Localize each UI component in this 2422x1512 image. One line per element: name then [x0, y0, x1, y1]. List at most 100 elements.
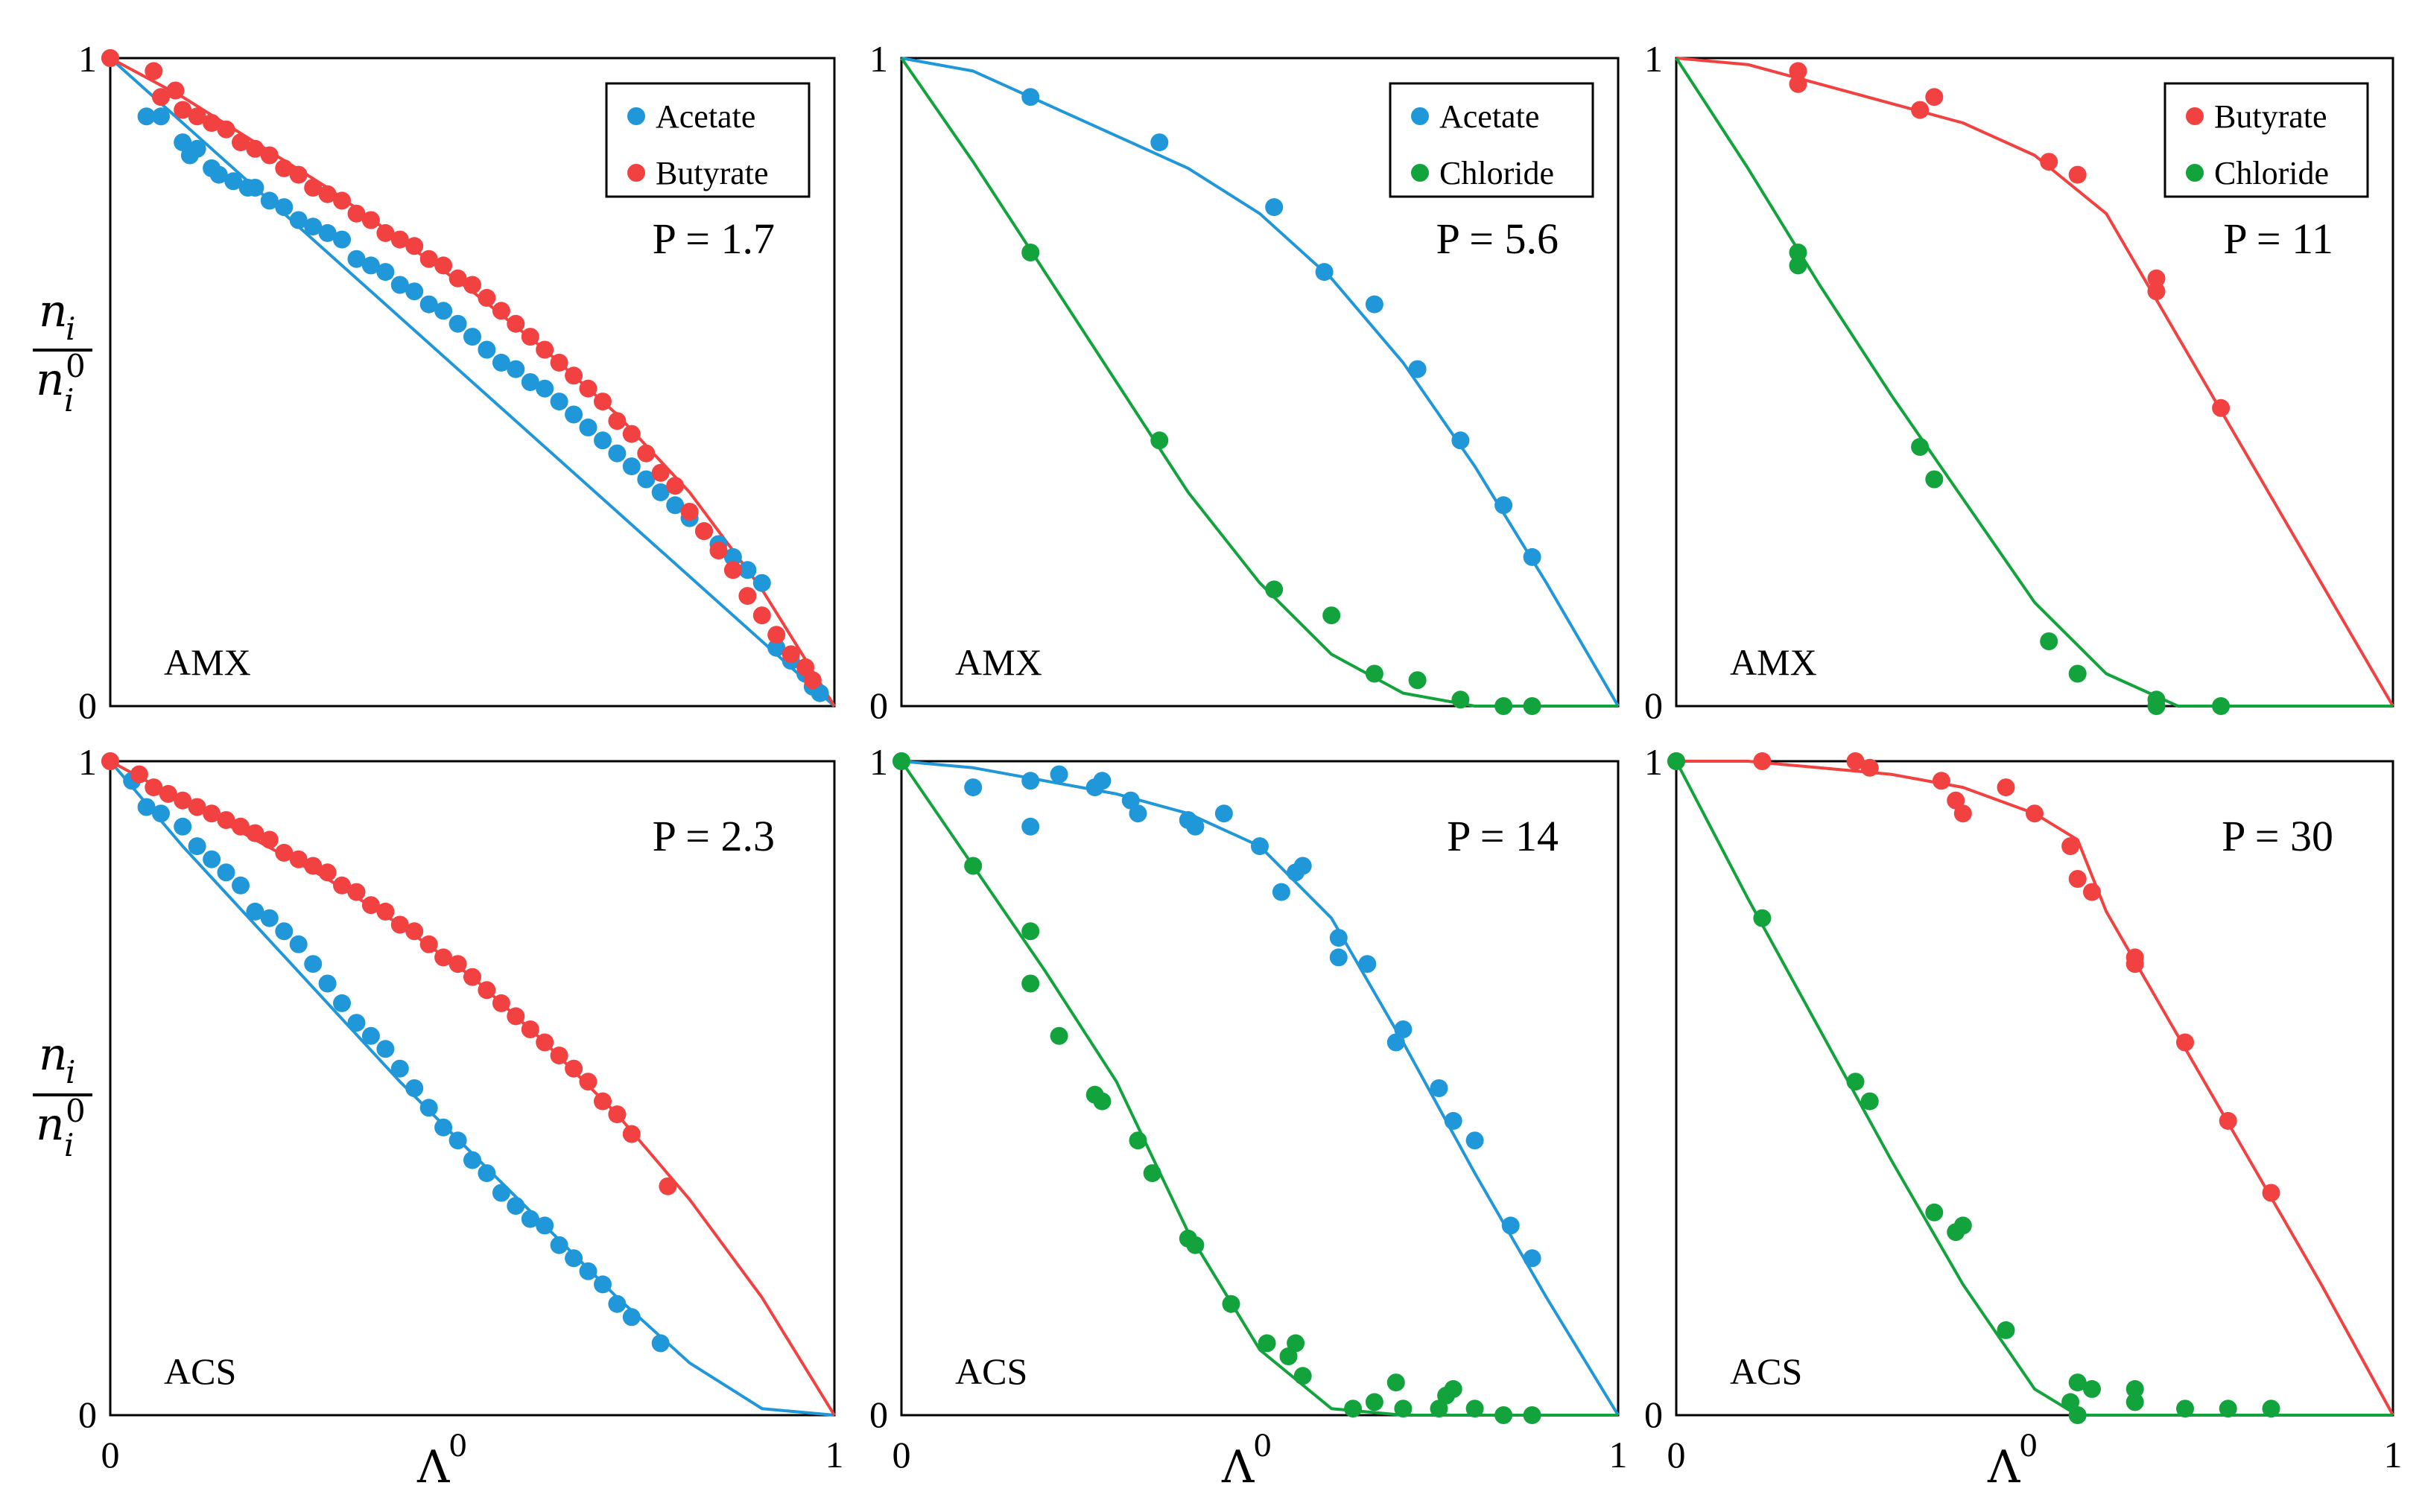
data-point-butyrate	[1846, 752, 1865, 770]
ylabel-denominator-sup: 0	[66, 1093, 86, 1129]
data-point-acetate	[478, 1164, 496, 1183]
data-point-butyrate	[1997, 778, 2015, 797]
data-point-acetate	[1050, 765, 1068, 784]
data-point-butyrate	[246, 139, 264, 158]
series-chloride	[893, 752, 1541, 1424]
data-point-acetate	[203, 850, 221, 868]
permeability-label: P = 14	[1447, 812, 1559, 860]
data-point-butyrate	[659, 1177, 677, 1195]
data-point-chloride	[1953, 1216, 1972, 1235]
data-point-acetate	[333, 230, 351, 249]
data-point-chloride	[1293, 1367, 1312, 1385]
data-point-butyrate	[2219, 1111, 2237, 1130]
y-tick-label-min: 0	[1644, 684, 1663, 726]
data-point-chloride	[1093, 1092, 1112, 1111]
data-point-acetate	[1465, 1131, 1484, 1150]
data-point-acetate	[376, 1040, 395, 1058]
y-tick-label-max: 1	[1644, 38, 1663, 80]
data-point-acetate	[1523, 1249, 1541, 1268]
data-point-acetate	[246, 902, 264, 921]
legend-marker-butyrate	[2186, 107, 2204, 125]
data-point-acetate	[304, 955, 323, 973]
data-point-acetate	[318, 223, 337, 242]
data-point-chloride	[1021, 974, 1040, 993]
legend: Butyrate Chloride	[2163, 82, 2369, 198]
data-point-acetate	[1272, 883, 1290, 901]
data-point-chloride	[2125, 1379, 2144, 1398]
data-point-butyrate	[2147, 282, 2166, 301]
data-point-chloride	[2083, 1379, 2101, 1398]
legend-entry-acetate: Acetate	[1439, 98, 1539, 135]
membrane-label: AMX	[164, 641, 251, 683]
data-point-butyrate	[521, 328, 539, 346]
data-point-butyrate	[492, 994, 510, 1012]
data-point-butyrate	[803, 671, 822, 690]
data-point-chloride	[1222, 1295, 1240, 1313]
data-point-acetate	[1386, 1033, 1405, 1052]
data-point-butyrate	[782, 645, 800, 664]
data-point-chloride	[1925, 470, 1944, 489]
data-point-butyrate	[723, 561, 742, 579]
data-point-acetate	[434, 302, 453, 320]
plot-frame	[900, 57, 1620, 708]
permeability-label: P = 5.6	[1436, 215, 1559, 263]
legend-entry-chloride: Chloride	[2214, 155, 2329, 191]
data-point-butyrate	[637, 444, 656, 463]
data-point-acetate	[361, 1026, 380, 1045]
data-point-butyrate	[608, 412, 627, 431]
series-chloride	[1021, 244, 1541, 715]
data-point-butyrate	[260, 146, 279, 165]
data-point-butyrate	[304, 179, 323, 197]
data-point-chloride	[1279, 1347, 1298, 1365]
data-point-butyrate	[536, 1033, 554, 1052]
data-point-chloride	[1789, 256, 1807, 275]
data-point-butyrate	[246, 824, 264, 842]
y-tick-label-max: 1	[78, 38, 97, 80]
data-point-butyrate	[152, 88, 170, 107]
data-point-butyrate	[434, 256, 453, 275]
data-point-acetate	[405, 1079, 424, 1097]
data-point-acetate	[521, 1210, 539, 1228]
data-point-butyrate	[275, 843, 294, 862]
data-point-acetate	[565, 1249, 583, 1268]
data-point-acetate	[1408, 360, 1427, 378]
xlabel: Λ	[1987, 1441, 2020, 1493]
membrane-label: AMX	[955, 641, 1042, 683]
data-point-acetate	[1494, 496, 1513, 515]
data-point-butyrate	[2068, 870, 2087, 888]
y-tick-label-max: 1	[869, 38, 888, 80]
x-tick-label-max: 1	[1609, 1434, 1628, 1476]
data-point-chloride	[1344, 1400, 1363, 1418]
data-point-acetate	[289, 211, 308, 229]
data-point-acetate	[137, 798, 156, 816]
data-point-butyrate	[651, 463, 670, 482]
data-point-acetate	[188, 139, 206, 158]
data-point-butyrate	[174, 791, 192, 810]
data-point-acetate	[492, 1184, 510, 1202]
data-point-butyrate	[448, 955, 467, 973]
ylabel-numerator-sub: i	[66, 1054, 75, 1090]
series-acetate	[101, 752, 670, 1353]
permeability-label: P = 30	[2222, 812, 2333, 860]
data-point-butyrate	[521, 1020, 539, 1038]
y-axis-label-top: n i n i 0	[33, 285, 92, 419]
data-point-acetate	[434, 1118, 453, 1137]
data-point-acetate	[376, 263, 395, 282]
data-point-acetate	[752, 574, 771, 592]
data-point-butyrate	[1789, 62, 1807, 80]
data-point-acetate	[260, 909, 279, 927]
ylabel-denominator: n	[36, 354, 65, 406]
data-point-chloride	[1365, 664, 1383, 683]
data-point-chloride	[1465, 1400, 1484, 1418]
fit-line-chloride	[1675, 760, 2393, 1417]
data-point-acetate	[1121, 791, 1140, 810]
data-point-acetate	[594, 431, 612, 450]
data-point-acetate	[390, 276, 409, 294]
data-point-chloride	[1408, 671, 1427, 690]
data-point-acetate	[333, 994, 351, 1012]
data-point-acetate	[224, 172, 243, 191]
data-point-butyrate	[550, 353, 568, 372]
data-point-butyrate	[2083, 883, 2101, 901]
